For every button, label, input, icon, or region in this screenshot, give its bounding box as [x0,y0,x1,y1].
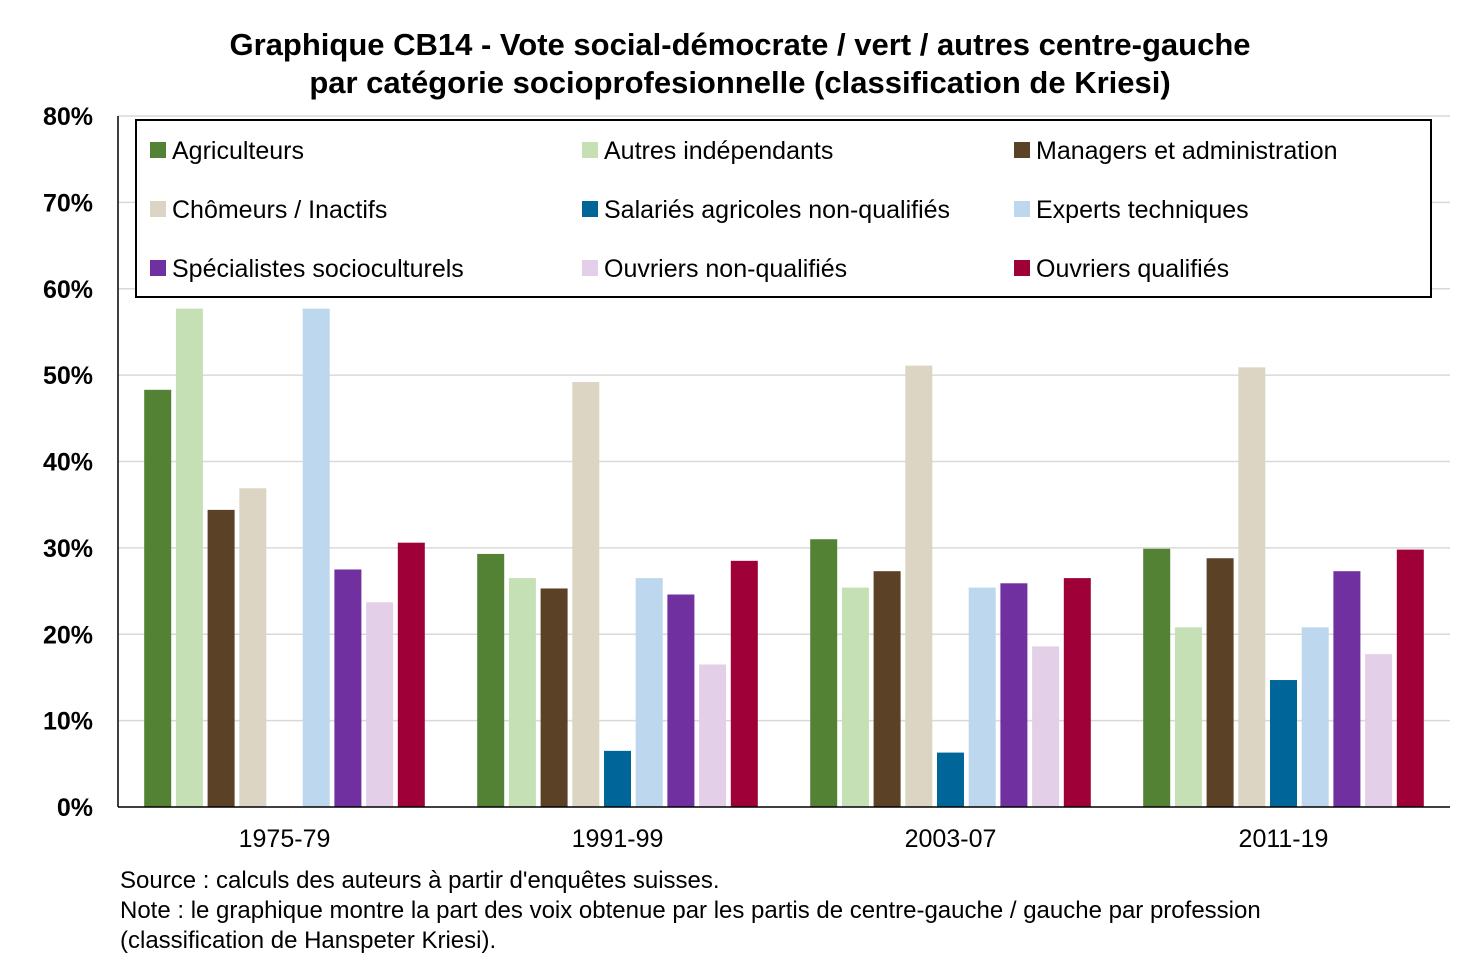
legend-swatch [150,142,166,158]
legend-label: Experts techniques [1036,196,1249,224]
legend-label: Autres indépendants [604,137,833,165]
legend-swatch [582,260,598,276]
bar [1365,654,1393,807]
legend-label: Chômeurs / Inactifs [172,196,387,224]
chart-title-line-1: Graphique CB14 - Vote social-démocrate /… [229,27,1251,62]
bar [1206,558,1234,807]
legend-swatch [582,142,598,158]
bar [937,752,964,807]
x-tick-label: 2011-19 [1239,825,1329,853]
bar [1000,583,1028,807]
bar [810,539,838,807]
bar [572,382,600,807]
legend-label: Managers et administration [1036,137,1338,165]
bar [968,587,996,807]
x-tick-label: 1975-79 [239,825,331,853]
y-tick-label: 20% [43,621,93,649]
legend: Agriculteurs Autres indépendants Managers … [135,119,1432,298]
bar [1270,680,1297,807]
explanatory-note-line-1: Note : le graphique montre la part des v… [120,897,1261,924]
bar [508,578,536,807]
explanatory-note-line-2: (classification de Hanspeter Kriesi). [120,927,497,954]
bar [1174,627,1202,807]
y-tick-label: 30% [43,535,93,563]
bar [1143,548,1171,807]
source-note: Source : calculs des auteurs à partir d'… [120,867,720,894]
y-tick-label: 70% [43,189,93,217]
x-tick-label: 2003-07 [905,825,997,853]
axes: 0% 10% 20% 30% 40% 50% 60% 70% 80% 1975-79 1991-99… [43,103,1450,853]
y-tick-label: 40% [43,449,93,477]
legend-swatch [150,260,166,276]
bar [540,588,568,807]
legend-swatch [1014,201,1030,217]
legend-label: Ouvriers qualifiés [1036,255,1229,283]
y-tick-label: 80% [43,103,93,131]
bar [873,571,901,807]
legend-label: Ouvriers non-qualifiés [604,255,847,283]
y-tick-label: 10% [43,708,93,736]
bar [239,488,267,807]
legend-swatch [1014,142,1030,158]
bar [1301,627,1329,807]
y-tick-label: 60% [43,276,93,304]
bars [144,308,1424,807]
bar [366,602,394,807]
bar [699,664,727,807]
bar [175,308,203,807]
bar [635,578,663,807]
y-tick-label: 0% [57,794,93,822]
bar [144,389,172,807]
bar [1238,367,1266,807]
bar [477,553,505,807]
bar [397,542,425,807]
bar [302,308,330,807]
bar [1396,549,1424,807]
legend-label: Spécialistes socioculturels [172,255,464,283]
bar [604,750,631,807]
bar [207,509,235,807]
legend-swatch [1014,260,1030,276]
bar [667,594,695,807]
bar [1063,578,1091,807]
chart-title: Graphique CB14 - Vote social-démocrate /… [0,26,1480,102]
x-tick-label: 1991-99 [572,825,664,853]
bar [730,560,758,807]
legend-swatch [582,201,598,217]
legend-label: Salariés agricoles non-qualifiés [604,196,950,224]
chart-title-line-2: par catégorie socioprofesionnelle (class… [309,65,1171,100]
bar [905,365,933,807]
legend-box [135,119,1432,298]
legend-label: Agriculteurs [172,137,304,165]
chart-notes: Source : calculs des auteurs à partir d'… [120,866,1261,956]
bar [841,587,869,807]
bar [334,569,362,807]
legend-swatch [150,201,166,217]
bar [1333,571,1361,807]
y-tick-label: 50% [43,362,93,390]
bar [1032,646,1060,807]
